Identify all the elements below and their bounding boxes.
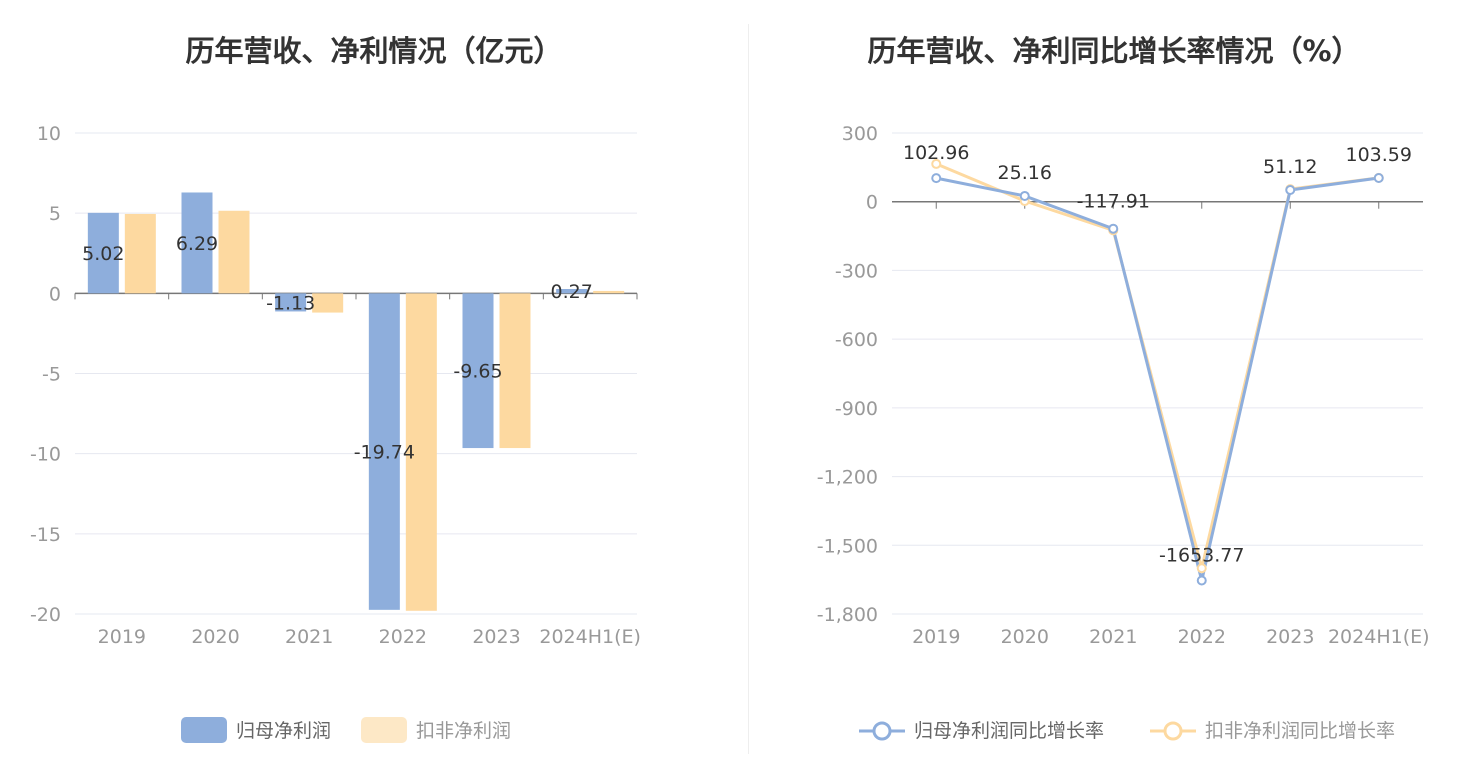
bar-value-label: -1.13 (266, 292, 315, 314)
y-tick-label: 0 (49, 283, 61, 305)
point-value-label: -1653.77 (1159, 545, 1244, 567)
x-tick-label: 2020 (191, 626, 239, 648)
line-parent-growth-rate (935, 176, 1379, 581)
x-tick-label: 2023 (1266, 626, 1314, 648)
point-deducted-growth-rate (931, 158, 942, 169)
bar-parent-net-profit (556, 289, 588, 294)
bar-parent-net-profit (368, 293, 400, 610)
legend-label-deducted-growth-rate[interactable]: 扣非净利润同比增长率 (1205, 720, 1395, 742)
y-tick-label: -300 (835, 260, 878, 282)
legend-swatch-deducted-net-profit (361, 717, 407, 743)
point-parent-growth-rate (1285, 185, 1296, 196)
legend-label-parent-net-profit[interactable]: 归母净利润 (236, 720, 331, 742)
y-tick-label: -600 (835, 329, 878, 351)
x-tick-label: 2019 (912, 626, 960, 648)
bar-deducted-net-profit (499, 293, 531, 449)
legend-label-deducted-net-profit[interactable]: 扣非净利润 (416, 720, 511, 742)
y-tick-label: -1,500 (817, 535, 878, 557)
legend-label-parent-growth-rate[interactable]: 归母净利润同比增长率 (914, 720, 1104, 742)
point-deducted-growth-rate (1196, 563, 1207, 574)
point-parent-growth-rate (1019, 190, 1030, 201)
bar-value-label: 0.27 (551, 281, 593, 303)
y-tick-label: 10 (37, 123, 61, 145)
y-tick-label: -5 (42, 364, 61, 386)
x-tick-label: 2023 (472, 626, 520, 648)
bar-parent-net-profit (275, 293, 307, 312)
x-tick-label: 2020 (1001, 626, 1049, 648)
bar-value-label: 6.29 (176, 233, 218, 255)
bar-value-label: -9.65 (453, 361, 502, 383)
point-parent-growth-rate (1196, 575, 1207, 586)
y-tick-label: -900 (835, 398, 878, 420)
bar-parent-net-profit (181, 192, 213, 294)
bar-value-label: -19.74 (354, 442, 415, 464)
point-value-label: 103.59 (1346, 144, 1412, 166)
y-tick-label: -10 (30, 444, 61, 466)
chart-title-net-profit: 历年营收、净利情况（亿元） (185, 34, 563, 68)
y-tick-label: -20 (30, 604, 61, 626)
point-parent-growth-rate (931, 173, 942, 184)
x-tick-label: 2024H1(E) (539, 626, 641, 648)
bar-value-label: 5.02 (82, 243, 124, 265)
point-value-label: 25.16 (998, 162, 1052, 184)
x-tick-label: 2022 (1178, 626, 1226, 648)
point-value-label: 51.12 (1263, 156, 1317, 178)
panel-divider (748, 24, 749, 754)
x-tick-label: 2021 (285, 626, 333, 648)
bar-parent-net-profit (87, 212, 119, 294)
bar-deducted-net-profit (405, 293, 437, 611)
point-parent-growth-rate (1108, 223, 1119, 234)
y-tick-label: -1,800 (817, 604, 878, 626)
x-tick-label: 2019 (98, 626, 146, 648)
bar-deducted-net-profit (593, 290, 625, 294)
legend-marker-deducted-growth-rate (1163, 721, 1183, 741)
x-tick-label: 2024H1(E) (1328, 626, 1430, 648)
x-tick-label: 2021 (1089, 626, 1137, 648)
point-parent-growth-rate (1373, 172, 1384, 183)
y-tick-label: -1,200 (817, 467, 878, 489)
x-tick-label: 2022 (379, 626, 427, 648)
bar-parent-net-profit (462, 293, 494, 449)
legend-swatch-parent-net-profit (181, 717, 227, 743)
point-value-label: -117.91 (1077, 191, 1150, 213)
line-deducted-growth-rate (935, 162, 1379, 569)
bar-deducted-net-profit (124, 213, 156, 294)
point-value-label: 102.96 (903, 142, 969, 164)
y-tick-label: 0 (866, 192, 878, 214)
y-tick-label: 300 (842, 123, 878, 145)
y-tick-label: 5 (49, 203, 61, 225)
legend-marker-parent-growth-rate (872, 721, 892, 741)
bar-deducted-net-profit (312, 293, 344, 313)
chart-title-growth-rate: 历年营收、净利同比增长率情况（%） (867, 34, 1361, 68)
y-tick-label: -15 (30, 524, 61, 546)
bar-deducted-net-profit (218, 210, 250, 294)
